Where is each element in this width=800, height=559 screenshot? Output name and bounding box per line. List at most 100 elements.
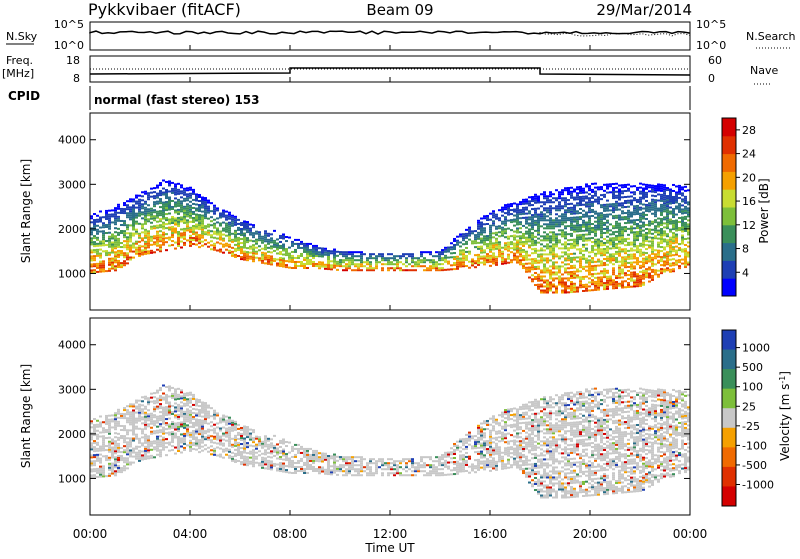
velocity-cell [174, 426, 177, 428]
power-cell [576, 268, 579, 270]
power-cell [642, 187, 645, 189]
velocity-cell [135, 452, 138, 454]
velocity-cell [288, 452, 291, 454]
velocity-cell [165, 442, 168, 444]
power-cell [615, 259, 618, 261]
power-cell [582, 276, 585, 278]
power-cell [663, 256, 666, 258]
velocity-cell [216, 442, 219, 444]
power-cell [654, 229, 657, 231]
power-cell [525, 221, 528, 223]
power-cell [519, 251, 522, 253]
power-cell [636, 239, 639, 241]
power-cell [480, 238, 483, 240]
power-cell [504, 232, 507, 234]
power-cell [612, 287, 615, 289]
power-cell [522, 251, 525, 253]
power-cell [183, 236, 186, 238]
power-cell [399, 255, 402, 257]
velocity-cell [135, 446, 138, 448]
power-cell [543, 215, 546, 217]
power-cell [543, 257, 546, 259]
power-cell [588, 285, 591, 287]
power-cell [567, 243, 570, 245]
power-cell [570, 229, 573, 231]
power-cell [594, 253, 597, 255]
velocity-cell [228, 433, 231, 435]
velocity-cell [162, 421, 165, 423]
power-cell [651, 275, 654, 277]
velocity-cell [156, 400, 159, 402]
power-cell [486, 215, 489, 217]
power-cell [396, 259, 399, 261]
power-cell [663, 194, 666, 196]
power-cell [624, 238, 627, 240]
power-cell [630, 262, 633, 264]
velocity-cell [282, 459, 285, 461]
power-cell [669, 221, 672, 223]
power-cell [543, 193, 546, 195]
power-cell [312, 263, 315, 265]
power-colorbar-swatch [722, 154, 736, 172]
power-cell [615, 203, 618, 205]
power-cell [528, 202, 531, 204]
velocity-cell [168, 412, 171, 414]
power-cell [114, 243, 117, 245]
power-cell [549, 251, 552, 253]
power-cell [534, 272, 537, 274]
power-cell [111, 268, 114, 270]
velocity-cell [204, 438, 207, 440]
power-cell [309, 253, 312, 255]
power-cell [183, 212, 186, 214]
power-cell [96, 231, 99, 233]
velocity-cell [147, 397, 150, 399]
power-cell [519, 237, 522, 239]
power-cell [549, 207, 552, 209]
power-cell [561, 205, 564, 207]
power-cell [537, 288, 540, 290]
velocity-cell [264, 451, 267, 453]
power-cell [327, 252, 330, 254]
velocity-cell [129, 423, 132, 425]
power-cell [567, 187, 570, 189]
power-cell [147, 220, 150, 222]
velocity-cell [213, 430, 216, 432]
velocity-cell [147, 449, 150, 451]
velocity-cell [237, 442, 240, 444]
velocity-cell [237, 446, 240, 448]
velocity-cell [201, 450, 204, 452]
power-cell [315, 263, 318, 265]
power-cell [633, 191, 636, 193]
power-cell [255, 243, 258, 245]
power-cell [576, 256, 579, 258]
power-cell [315, 247, 318, 249]
power-cell [423, 265, 426, 267]
power-cell [663, 238, 666, 240]
velocity-cell [117, 451, 120, 453]
power-cell [654, 201, 657, 203]
power-cell [594, 273, 597, 275]
power-cell [555, 189, 558, 191]
velocity-cell [282, 463, 285, 465]
power-cell [558, 193, 561, 195]
velocity-cell [114, 460, 117, 462]
power-cell [549, 275, 552, 277]
velocity-cell [168, 414, 171, 416]
power-cell [612, 247, 615, 249]
velocity-cell [153, 430, 156, 432]
power-cell [333, 259, 336, 261]
power-cell [315, 245, 318, 247]
power-cell [684, 260, 687, 262]
power-cell [573, 257, 576, 259]
velocity-cell [180, 391, 183, 393]
power-cell [528, 238, 531, 240]
power-cell [192, 243, 195, 245]
velocity-cell [162, 393, 165, 395]
power-cell [555, 237, 558, 239]
power-cell [198, 236, 201, 238]
power-cell [516, 213, 519, 215]
velocity-cell [171, 413, 174, 415]
velocity-cell [231, 428, 234, 430]
power-cell [279, 261, 282, 263]
velocity-cell [138, 438, 141, 440]
